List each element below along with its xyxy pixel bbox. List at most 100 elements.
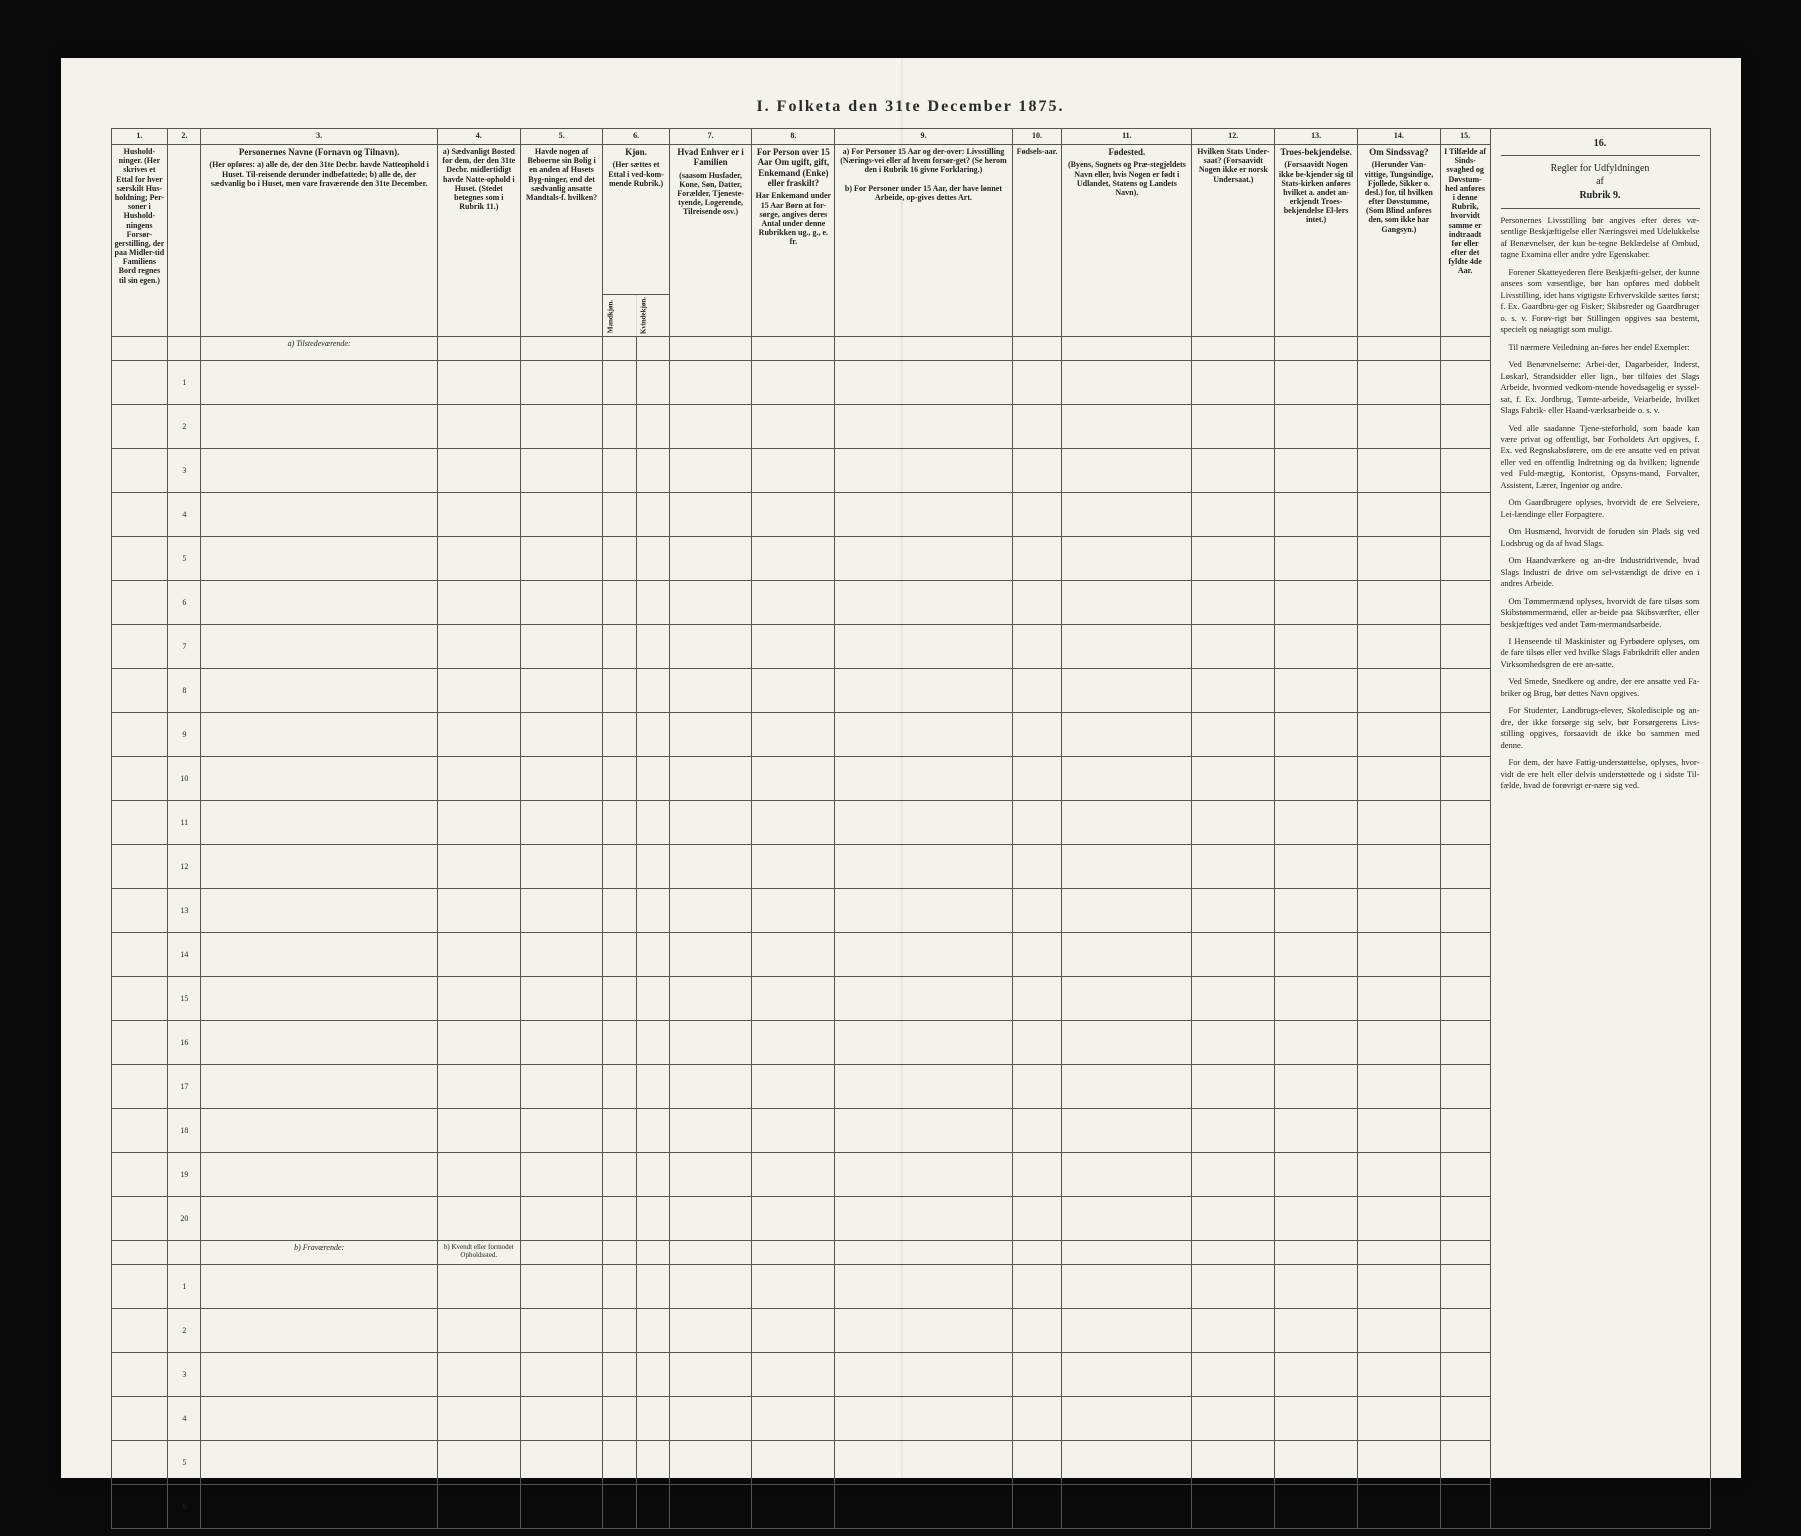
empty-cell bbox=[520, 493, 603, 537]
empty-cell bbox=[1062, 889, 1192, 933]
table-row: 15 bbox=[111, 977, 1490, 1021]
empty-cell bbox=[1012, 845, 1062, 889]
empty-cell bbox=[520, 1353, 603, 1397]
empty-cell bbox=[1440, 449, 1490, 493]
empty-cell bbox=[437, 1265, 520, 1309]
empty-cell bbox=[1275, 1241, 1358, 1265]
instr-p9: I Henseende til Maskinister og Fyrbødere… bbox=[1501, 636, 1700, 670]
empty-cell bbox=[1192, 361, 1275, 405]
empty-cell bbox=[1357, 1241, 1440, 1265]
empty-cell bbox=[201, 977, 438, 1021]
empty-cell bbox=[1062, 1485, 1192, 1529]
empty-cell bbox=[1440, 669, 1490, 713]
empty-cell bbox=[437, 1153, 520, 1197]
empty-cell bbox=[835, 1109, 1012, 1153]
table-row: 6 bbox=[111, 1485, 1490, 1529]
empty-cell bbox=[636, 405, 669, 449]
empty-cell bbox=[669, 1309, 752, 1353]
empty-cell bbox=[1192, 669, 1275, 713]
empty-cell bbox=[752, 337, 835, 361]
empty-cell bbox=[603, 1241, 636, 1265]
table-row: 8 bbox=[111, 669, 1490, 713]
instr-p5: Om Gaardbrugere oplyses, hvorvidt de ere… bbox=[1501, 497, 1700, 520]
empty-cell bbox=[1440, 337, 1490, 361]
colnum-2: 2. bbox=[168, 129, 201, 145]
empty-cell bbox=[201, 713, 438, 757]
empty-cell bbox=[520, 1109, 603, 1153]
empty-cell bbox=[437, 361, 520, 405]
empty-cell bbox=[1062, 1241, 1192, 1265]
empty-cell bbox=[201, 933, 438, 977]
colnum-6: 6. bbox=[603, 129, 669, 145]
empty-cell bbox=[752, 1021, 835, 1065]
empty-cell bbox=[603, 449, 636, 493]
empty-cell bbox=[669, 449, 752, 493]
empty-cell bbox=[201, 757, 438, 801]
empty-cell bbox=[603, 977, 636, 1021]
empty-cell bbox=[835, 493, 1012, 537]
empty-cell bbox=[437, 1065, 520, 1109]
empty-cell bbox=[1062, 1153, 1192, 1197]
empty-cell bbox=[669, 933, 752, 977]
empty-cell bbox=[201, 1353, 438, 1397]
row-number: 15 bbox=[168, 977, 201, 1021]
empty-cell bbox=[835, 1441, 1012, 1485]
colnum-15: 15. bbox=[1440, 129, 1490, 145]
hdr-9-body: b) For Personer under 15 Aar, der have l… bbox=[845, 184, 1002, 202]
empty-cell bbox=[1012, 1485, 1062, 1529]
empty-cell bbox=[752, 977, 835, 1021]
empty-cell bbox=[201, 1441, 438, 1485]
empty-cell bbox=[437, 337, 520, 361]
empty-cell bbox=[669, 1397, 752, 1441]
empty-cell bbox=[603, 889, 636, 933]
empty-cell bbox=[1012, 933, 1062, 977]
empty-cell bbox=[1357, 801, 1440, 845]
empty-cell bbox=[1440, 713, 1490, 757]
hdr-8: For Person over 15 Aar Om ugift, gift, E… bbox=[752, 145, 835, 337]
hdr-5: Havde nogen af Beboerne sin Bolig i en a… bbox=[520, 145, 603, 337]
hdr-13: Troes-bekjendelse. (Forsaavidt Nogen ikk… bbox=[1275, 145, 1358, 337]
empty-cell bbox=[835, 1397, 1012, 1441]
empty-cell bbox=[1440, 361, 1490, 405]
instr-p10: Ved Smede, Snedkere og andre, der ere an… bbox=[1501, 676, 1700, 699]
empty-cell bbox=[603, 1197, 636, 1241]
empty-cell bbox=[1012, 669, 1062, 713]
empty-cell bbox=[520, 1021, 603, 1065]
empty-cell bbox=[1275, 1353, 1358, 1397]
empty-cell bbox=[1357, 405, 1440, 449]
row-number: 13 bbox=[168, 889, 201, 933]
row-number: 14 bbox=[168, 933, 201, 977]
empty-cell bbox=[1192, 1309, 1275, 1353]
empty-cell bbox=[603, 845, 636, 889]
colnum-3: 3. bbox=[201, 129, 438, 145]
empty-cell bbox=[520, 1065, 603, 1109]
empty-cell bbox=[835, 801, 1012, 845]
empty-cell bbox=[1357, 1353, 1440, 1397]
empty-cell bbox=[835, 713, 1012, 757]
empty-cell bbox=[520, 1397, 603, 1441]
form-table-area: 1. 2. 3. 4. 5. 6. 7. 8. 9. 10. 11. 12. 1… bbox=[111, 128, 1491, 1529]
empty-cell bbox=[1440, 977, 1490, 1021]
instr-p12: For dem, der have Fattig-understøttelse,… bbox=[1501, 757, 1700, 791]
empty-cell bbox=[1275, 977, 1358, 1021]
row-number: 6 bbox=[168, 581, 201, 625]
instr-p6: Om Husmænd, hvorvidt de foruden sin Plad… bbox=[1501, 526, 1700, 549]
empty-cell bbox=[1192, 845, 1275, 889]
empty-cell bbox=[1440, 933, 1490, 977]
empty-cell bbox=[1062, 1441, 1192, 1485]
empty-cell bbox=[1275, 1485, 1358, 1529]
empty-cell bbox=[603, 1109, 636, 1153]
colnum-11: 11. bbox=[1062, 129, 1192, 145]
empty-cell bbox=[520, 1485, 603, 1529]
empty-cell bbox=[520, 1197, 603, 1241]
empty-cell bbox=[669, 669, 752, 713]
instr-title: Regler for Udfyldningen af Rubrik 9. bbox=[1501, 162, 1700, 203]
table-row: 14 bbox=[111, 933, 1490, 977]
empty-cell bbox=[1062, 1353, 1192, 1397]
empty-cell bbox=[1440, 1153, 1490, 1197]
empty-cell bbox=[835, 1021, 1012, 1065]
empty-cell bbox=[669, 977, 752, 1021]
empty-cell bbox=[636, 1309, 669, 1353]
empty-cell bbox=[437, 625, 520, 669]
table-row: 3 bbox=[111, 449, 1490, 493]
